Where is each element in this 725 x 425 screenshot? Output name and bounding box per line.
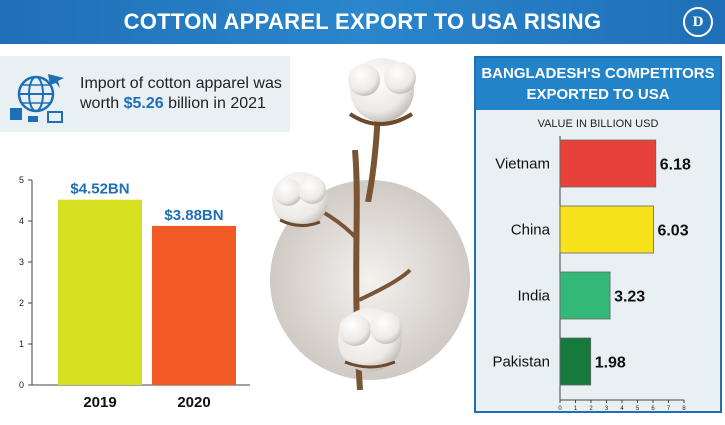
category-label-2020: 2020	[177, 394, 210, 411]
data-labels: $4.52BN $3.88BN	[70, 181, 223, 224]
bar-vietnam	[559, 139, 657, 188]
callout-highlight-value: $5.26	[123, 95, 164, 112]
x-tick-label: 7	[667, 406, 671, 412]
y-tick-label: 0	[19, 380, 24, 390]
bars	[559, 139, 657, 386]
data-label-india: 3.23	[614, 289, 645, 306]
cotton-photo	[270, 150, 470, 390]
bar-2019	[58, 199, 142, 385]
cotton-branch-top	[348, 58, 416, 202]
y-tick-label: 4	[19, 216, 24, 226]
bar-2020	[152, 225, 236, 385]
bar-india	[559, 271, 611, 320]
x-tick-label: 3	[605, 406, 609, 412]
x-tick-label: 6	[651, 406, 655, 412]
x-tick-label: 1	[574, 406, 578, 412]
y-tick-label: 5	[19, 175, 24, 185]
data-label-pakistan: 1.98	[595, 355, 626, 372]
callout-text-before: Import of cotton apparel was worth	[80, 75, 282, 112]
y-tick-label: 3	[19, 257, 24, 267]
globe-trade-icon	[10, 74, 64, 123]
competitors-chart: 0 1 2 3 4 5 6 7 8 6.18 6.03 3.23 1.98 Vietnam China I…	[492, 136, 691, 412]
x-tick-label: 2	[589, 406, 593, 412]
x-tick-label: 0	[558, 406, 562, 412]
bars	[58, 199, 236, 385]
value-unit-label: VALUE IN BILLION USD	[537, 118, 659, 130]
category-label-vietnam: Vietnam	[495, 156, 550, 173]
category-labels: 2019 2020	[83, 394, 210, 411]
yearly-export-chart: 0 1 2 3 4 5 $4.52BN $3.88BN 2019 2020	[19, 175, 250, 411]
x-tick-label: 8	[682, 406, 686, 412]
bar-china	[559, 205, 654, 254]
category-label-pakistan: Pakistan	[492, 354, 550, 371]
category-label-2019: 2019	[83, 394, 116, 411]
page-title: COTTON APPAREL EXPORT TO USA RISING	[123, 9, 602, 34]
data-label-vietnam: 6.18	[660, 157, 691, 174]
header-banner: COTTON APPAREL EXPORT TO USA RISING D	[0, 0, 725, 44]
logo: D	[683, 7, 713, 37]
competitors-title: BANGLADESH'S COMPETITORS EXPORTED TO USA	[476, 58, 720, 110]
data-label-china: 6.03	[657, 223, 688, 240]
import-callout: Import of cotton apparel was worth $5.26…	[0, 56, 290, 132]
callout-text: Import of cotton apparel was worth $5.26…	[80, 74, 285, 114]
data-label-2019: $4.52BN	[70, 181, 129, 198]
data-label-2020: $3.88BN	[164, 207, 223, 224]
x-tick-label: 4	[620, 406, 624, 412]
logo-letter: D	[692, 13, 704, 30]
y-tick-label: 2	[19, 298, 24, 308]
category-label-india: India	[517, 288, 550, 305]
callout-text-after: billion in 2021	[163, 95, 266, 112]
category-labels: Vietnam China India Pakistan	[492, 156, 550, 371]
category-label-china: China	[511, 222, 551, 239]
y-tick-label: 1	[19, 339, 24, 349]
x-tick-label: 5	[636, 406, 640, 412]
bar-pakistan	[559, 337, 592, 386]
competitors-panel: BANGLADESH'S COMPETITORS EXPORTED TO USA…	[474, 56, 722, 413]
data-labels: 6.18 6.03 3.23 1.98	[595, 157, 691, 372]
